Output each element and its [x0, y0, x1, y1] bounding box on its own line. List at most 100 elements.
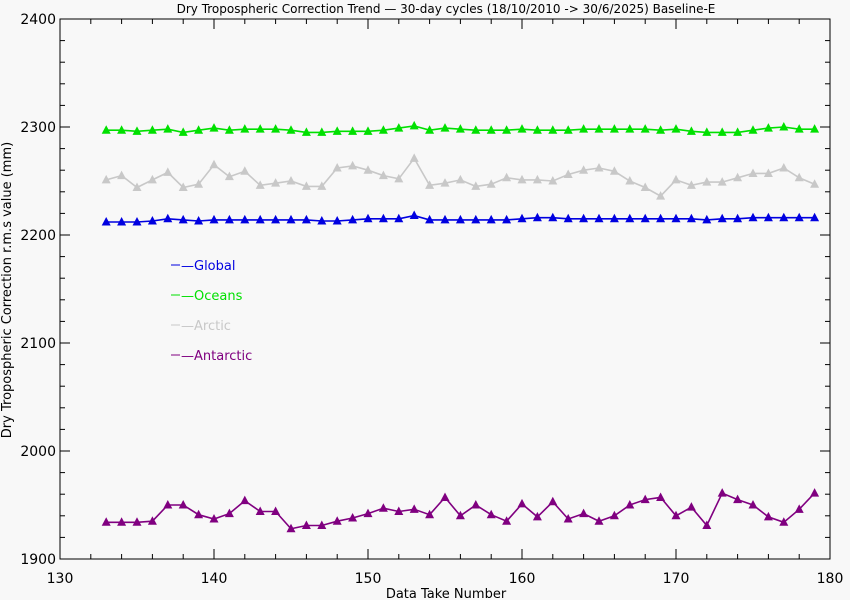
data-point-oceans [378, 125, 388, 134]
data-point-global [563, 213, 573, 223]
data-point-global [794, 212, 804, 222]
data-point-arctic [378, 170, 388, 180]
data-point-arctic [517, 174, 527, 184]
y-tick-label: 2300 [20, 120, 56, 136]
data-point-antarctic [317, 520, 327, 530]
data-point-arctic [717, 177, 727, 186]
data-point-arctic [178, 182, 188, 191]
data-point-arctic [317, 181, 327, 190]
data-point-global [255, 214, 265, 224]
data-point-global [224, 214, 234, 224]
data-point-global [147, 215, 157, 225]
data-point-antarctic [810, 488, 820, 497]
data-point-global [517, 213, 527, 223]
data-point-global [471, 214, 481, 224]
data-point-global [117, 217, 127, 226]
data-point-arctic [394, 173, 404, 183]
data-point-arctic [271, 178, 281, 187]
data-point-arctic [532, 174, 542, 184]
data-point-oceans [810, 124, 820, 133]
data-point-arctic [779, 163, 789, 172]
data-point-global [132, 217, 142, 226]
data-point-oceans [486, 125, 496, 134]
data-point-arctic [579, 165, 589, 174]
data-point-antarctic [378, 503, 388, 512]
data-point-arctic [147, 174, 157, 184]
x-tick-label: 180 [817, 571, 844, 587]
y-tick-label: 2000 [20, 444, 56, 460]
data-point-arctic [671, 174, 681, 184]
data-point-antarctic [502, 516, 512, 525]
legend-label-oceans: —Oceans [181, 289, 243, 304]
data-point-global [779, 212, 789, 222]
data-point-arctic [810, 179, 820, 188]
data-point-oceans [548, 125, 558, 134]
data-point-global [502, 214, 512, 224]
data-point-global [625, 213, 635, 223]
data-point-oceans [471, 125, 481, 134]
y-tick-label: 2400 [20, 12, 56, 28]
x-tick-label: 130 [47, 571, 74, 587]
data-point-arctic [132, 182, 142, 191]
data-point-oceans [394, 123, 404, 132]
data-point-antarctic [163, 500, 173, 509]
data-point-antarctic [748, 500, 758, 509]
data-point-oceans [563, 125, 573, 134]
data-point-arctic [686, 180, 696, 189]
data-point-oceans [671, 124, 681, 133]
data-point-antarctic [440, 492, 450, 501]
series-oceans [101, 120, 820, 136]
data-point-arctic [209, 159, 219, 169]
legend-label-antarctic: —Antarctic [181, 349, 252, 364]
series-arctic [101, 153, 820, 200]
data-point-arctic [594, 163, 604, 172]
data-point-antarctic [579, 508, 589, 518]
data-point-global [378, 213, 388, 223]
data-point-antarctic [301, 520, 311, 530]
data-point-oceans [579, 124, 589, 133]
data-point-arctic [348, 160, 358, 170]
data-point-arctic [240, 166, 250, 175]
data-point-oceans [763, 123, 773, 132]
plot-frame [59, 18, 831, 560]
data-point-antarctic [609, 510, 619, 520]
data-point-oceans [625, 124, 635, 133]
data-point-arctic [733, 172, 743, 182]
x-tick-label: 160 [509, 571, 536, 587]
data-point-oceans [517, 124, 527, 133]
data-point-antarctic [394, 506, 404, 515]
data-point-global [748, 212, 758, 222]
data-point-antarctic [702, 520, 712, 530]
data-point-antarctic [455, 510, 465, 520]
data-point-global [763, 212, 773, 222]
data-point-arctic [409, 153, 419, 162]
data-point-arctic [332, 163, 342, 172]
data-point-antarctic [286, 523, 296, 533]
data-point-arctic [471, 181, 481, 190]
y-tick-label: 2200 [20, 228, 56, 244]
data-point-global [240, 214, 250, 224]
data-point-oceans [101, 125, 111, 134]
data-point-global [733, 213, 743, 223]
chart-title: Dry Tropospheric Correction Trend — 30-d… [177, 2, 716, 16]
data-point-global [579, 213, 589, 223]
data-point-arctic [609, 166, 619, 175]
x-tick-label: 170 [663, 571, 690, 587]
data-point-oceans [440, 123, 450, 132]
data-point-global [301, 214, 311, 224]
data-point-oceans [348, 126, 358, 135]
data-point-global [101, 217, 111, 226]
data-point-global [332, 215, 342, 225]
data-point-global [363, 213, 373, 223]
data-point-oceans [209, 123, 219, 132]
data-point-antarctic [332, 516, 342, 525]
data-point-oceans [317, 127, 327, 136]
data-point-oceans [702, 127, 712, 136]
y-axis: 1900 2000 2100 2200 2300 2400 [20, 12, 830, 568]
data-point-global [717, 213, 727, 223]
legend: —Global —Oceans —Arctic —Antarctic [171, 259, 252, 364]
data-point-oceans [240, 124, 250, 133]
data-point-antarctic [625, 500, 635, 509]
data-point-oceans [255, 124, 265, 133]
